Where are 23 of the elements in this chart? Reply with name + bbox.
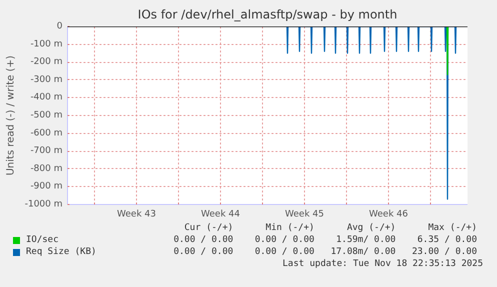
- y-tick-label: -600 m: [30, 128, 63, 138]
- y-tick-label: -200 m: [30, 57, 63, 68]
- y-tick-label: -400 m: [30, 92, 63, 103]
- text: 0.00 / 0.00 0.00 / 0.00 1.59m/ 0.00 6.35 / 0.00: [174, 235, 477, 246]
- text: Last update: Tue Nov 18 22:35:13 2025: [282, 259, 483, 270]
- x-tick-label: Week 44: [201, 210, 240, 220]
- y-tick-label: -100 m: [30, 39, 63, 50]
- text: 0.00 / 0.00 0.00 / 0.00 17.08m/ 0.00 23.00 / 0.00: [174, 247, 477, 258]
- y-tick-label: -700 m: [30, 146, 63, 156]
- y-tick-label: -300 m: [30, 74, 63, 85]
- y-tick-label: -900 m: [30, 182, 63, 192]
- legend-label: IO/sec: [26, 235, 59, 246]
- y-tick-label: -800 m: [30, 164, 63, 174]
- y-tick-label: -500 m: [30, 110, 63, 120]
- y-tick-label: 0: [56, 22, 63, 32]
- x-tick-label: Week 46: [369, 210, 408, 220]
- y-axis-title: Units read (-) / write (+): [6, 55, 17, 176]
- text: Cur (-/+) Min (-/+) Avg (-/+) Max (-/+): [184, 223, 477, 234]
- legend-label: Req Size (KB): [26, 247, 96, 258]
- chart-title: IOs for /dev/rhel_almasftp/swap - by month: [138, 8, 398, 22]
- x-tick-label: Week 43: [117, 210, 156, 220]
- y-tick-label: -1000 m: [24, 200, 62, 210]
- x-tick-label: Week 45: [285, 210, 324, 220]
